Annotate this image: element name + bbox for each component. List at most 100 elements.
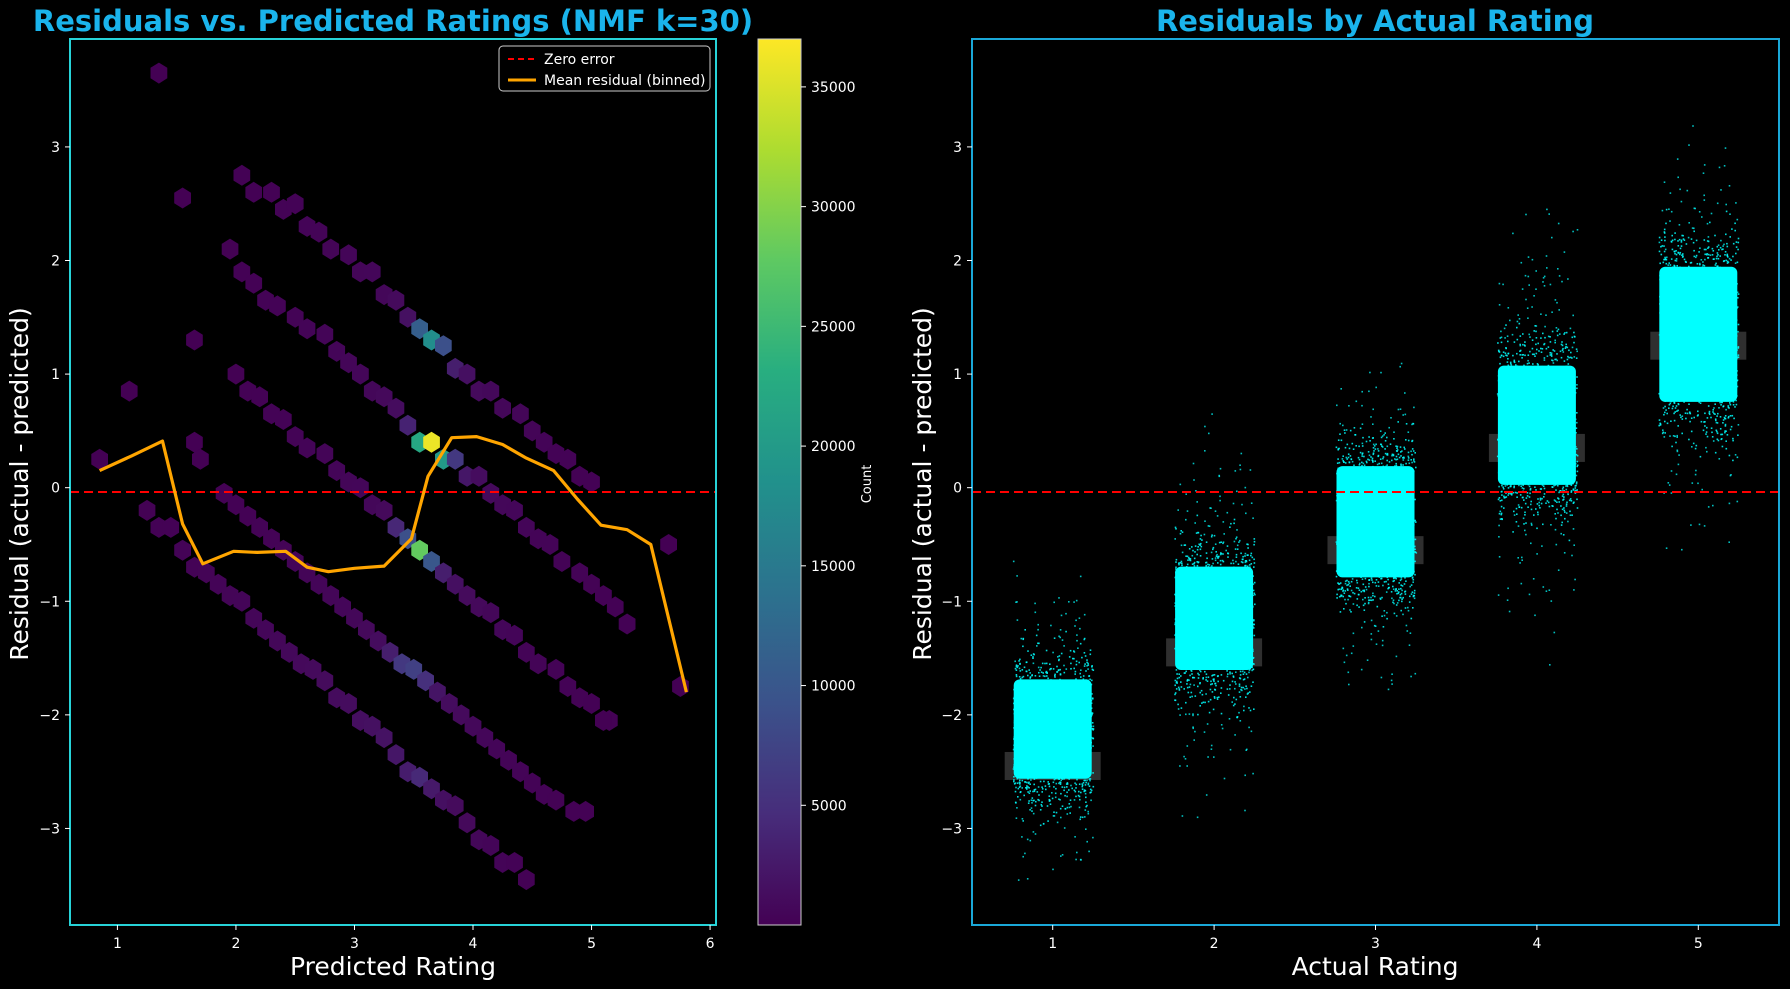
strip-point	[1398, 599, 1400, 602]
strip-point	[1227, 673, 1229, 675]
strip-point	[1575, 348, 1578, 350]
strip-point	[1213, 756, 1215, 758]
strip-point	[1181, 564, 1183, 567]
strip-point	[1036, 791, 1039, 793]
strip-point	[1569, 498, 1572, 500]
strip-point	[1399, 365, 1401, 368]
strip-point	[1027, 650, 1029, 652]
strip-point	[1177, 509, 1179, 511]
strip-point	[1057, 669, 1060, 672]
strip-point	[1037, 628, 1039, 631]
strip-point	[1179, 714, 1181, 716]
strip-point	[1407, 457, 1410, 459]
strip-point	[1351, 578, 1354, 580]
strip-point	[1219, 495, 1221, 498]
strip-point	[1575, 474, 1578, 477]
strip-point	[1020, 637, 1023, 640]
strip-point	[1244, 555, 1246, 557]
strip-point	[1518, 506, 1520, 508]
strip-point	[1248, 671, 1250, 674]
strip-point	[1032, 662, 1035, 665]
strip-point	[1204, 450, 1206, 452]
strip-point	[1529, 492, 1531, 495]
strip-point	[1055, 811, 1058, 814]
strip-point	[1540, 351, 1543, 353]
hexbin-cell	[541, 534, 559, 555]
strip-point	[1238, 711, 1240, 714]
strip-point	[1072, 657, 1074, 660]
strip-point	[1246, 693, 1249, 695]
strip-point	[1576, 454, 1579, 457]
strip-point	[1026, 838, 1029, 841]
strip-point	[1091, 712, 1093, 714]
strip-point	[1372, 592, 1374, 595]
strip-point	[1348, 582, 1351, 585]
strip-point	[1576, 464, 1579, 467]
strip-point	[1254, 593, 1256, 596]
strip-point	[1382, 457, 1384, 460]
strip-point	[1555, 543, 1558, 546]
strip-point	[1561, 488, 1564, 490]
strip-point	[1369, 440, 1371, 442]
strip-point	[1561, 521, 1563, 524]
strip-point	[1044, 785, 1047, 787]
strip-point	[1572, 489, 1575, 491]
strip-point	[1086, 665, 1088, 667]
strip-point	[1207, 525, 1210, 527]
strip-point	[1193, 565, 1196, 567]
strip-point	[1382, 584, 1384, 587]
hexbin-cell	[257, 619, 274, 641]
strip-category-3	[1327, 362, 1424, 691]
hexbin-cell	[221, 238, 239, 260]
strip-point	[1541, 497, 1543, 500]
strip-point	[1555, 358, 1557, 361]
strip-point	[1012, 560, 1015, 563]
strip-point	[1089, 791, 1091, 794]
strip-point	[1345, 654, 1348, 657]
strip-point	[1565, 503, 1568, 505]
strip-point	[1374, 581, 1377, 584]
strip-point	[1515, 364, 1517, 366]
hexbin-cell	[233, 164, 251, 186]
strip-point	[1236, 544, 1239, 547]
strip-point	[1575, 489, 1577, 492]
strip-point	[1370, 456, 1372, 458]
strip-point	[1362, 604, 1365, 607]
strip-point	[1545, 314, 1547, 316]
colorbar-gradient	[757, 38, 802, 926]
strip-point	[1086, 661, 1088, 664]
strip-point	[1074, 782, 1076, 784]
strip-point	[1363, 621, 1366, 623]
strip-point	[1210, 683, 1212, 686]
strip-point	[1352, 448, 1355, 450]
hexbin-cell	[577, 800, 594, 822]
strip-point	[1571, 336, 1574, 339]
strip-point	[1240, 452, 1243, 455]
strip-category-2	[1166, 413, 1263, 819]
strip-point	[1188, 557, 1190, 560]
x-tick-label: 2	[231, 936, 240, 952]
strip-point	[1077, 647, 1079, 649]
left-x-axis-label: Predicted Rating	[290, 952, 496, 981]
strip-point	[1092, 836, 1094, 839]
hexbin-cell	[452, 704, 470, 726]
hexbin-cell	[316, 670, 334, 692]
strip-point	[1343, 592, 1346, 594]
strip-point	[1557, 268, 1559, 270]
strip-point	[1528, 333, 1530, 336]
strip-point	[1377, 585, 1380, 587]
strip-point	[1500, 513, 1503, 516]
strip-point	[1177, 708, 1180, 710]
strip-point	[1513, 514, 1516, 516]
strip-point	[1391, 673, 1393, 675]
strip-point	[1245, 685, 1247, 687]
strip-point	[1019, 663, 1021, 665]
strip-point	[1232, 559, 1234, 562]
strip-point	[1183, 688, 1185, 690]
strip-point	[1557, 569, 1560, 571]
strip-point	[1562, 499, 1564, 501]
strip-point	[1047, 781, 1049, 783]
strip-point	[1206, 723, 1209, 725]
strip-point	[1015, 601, 1017, 603]
